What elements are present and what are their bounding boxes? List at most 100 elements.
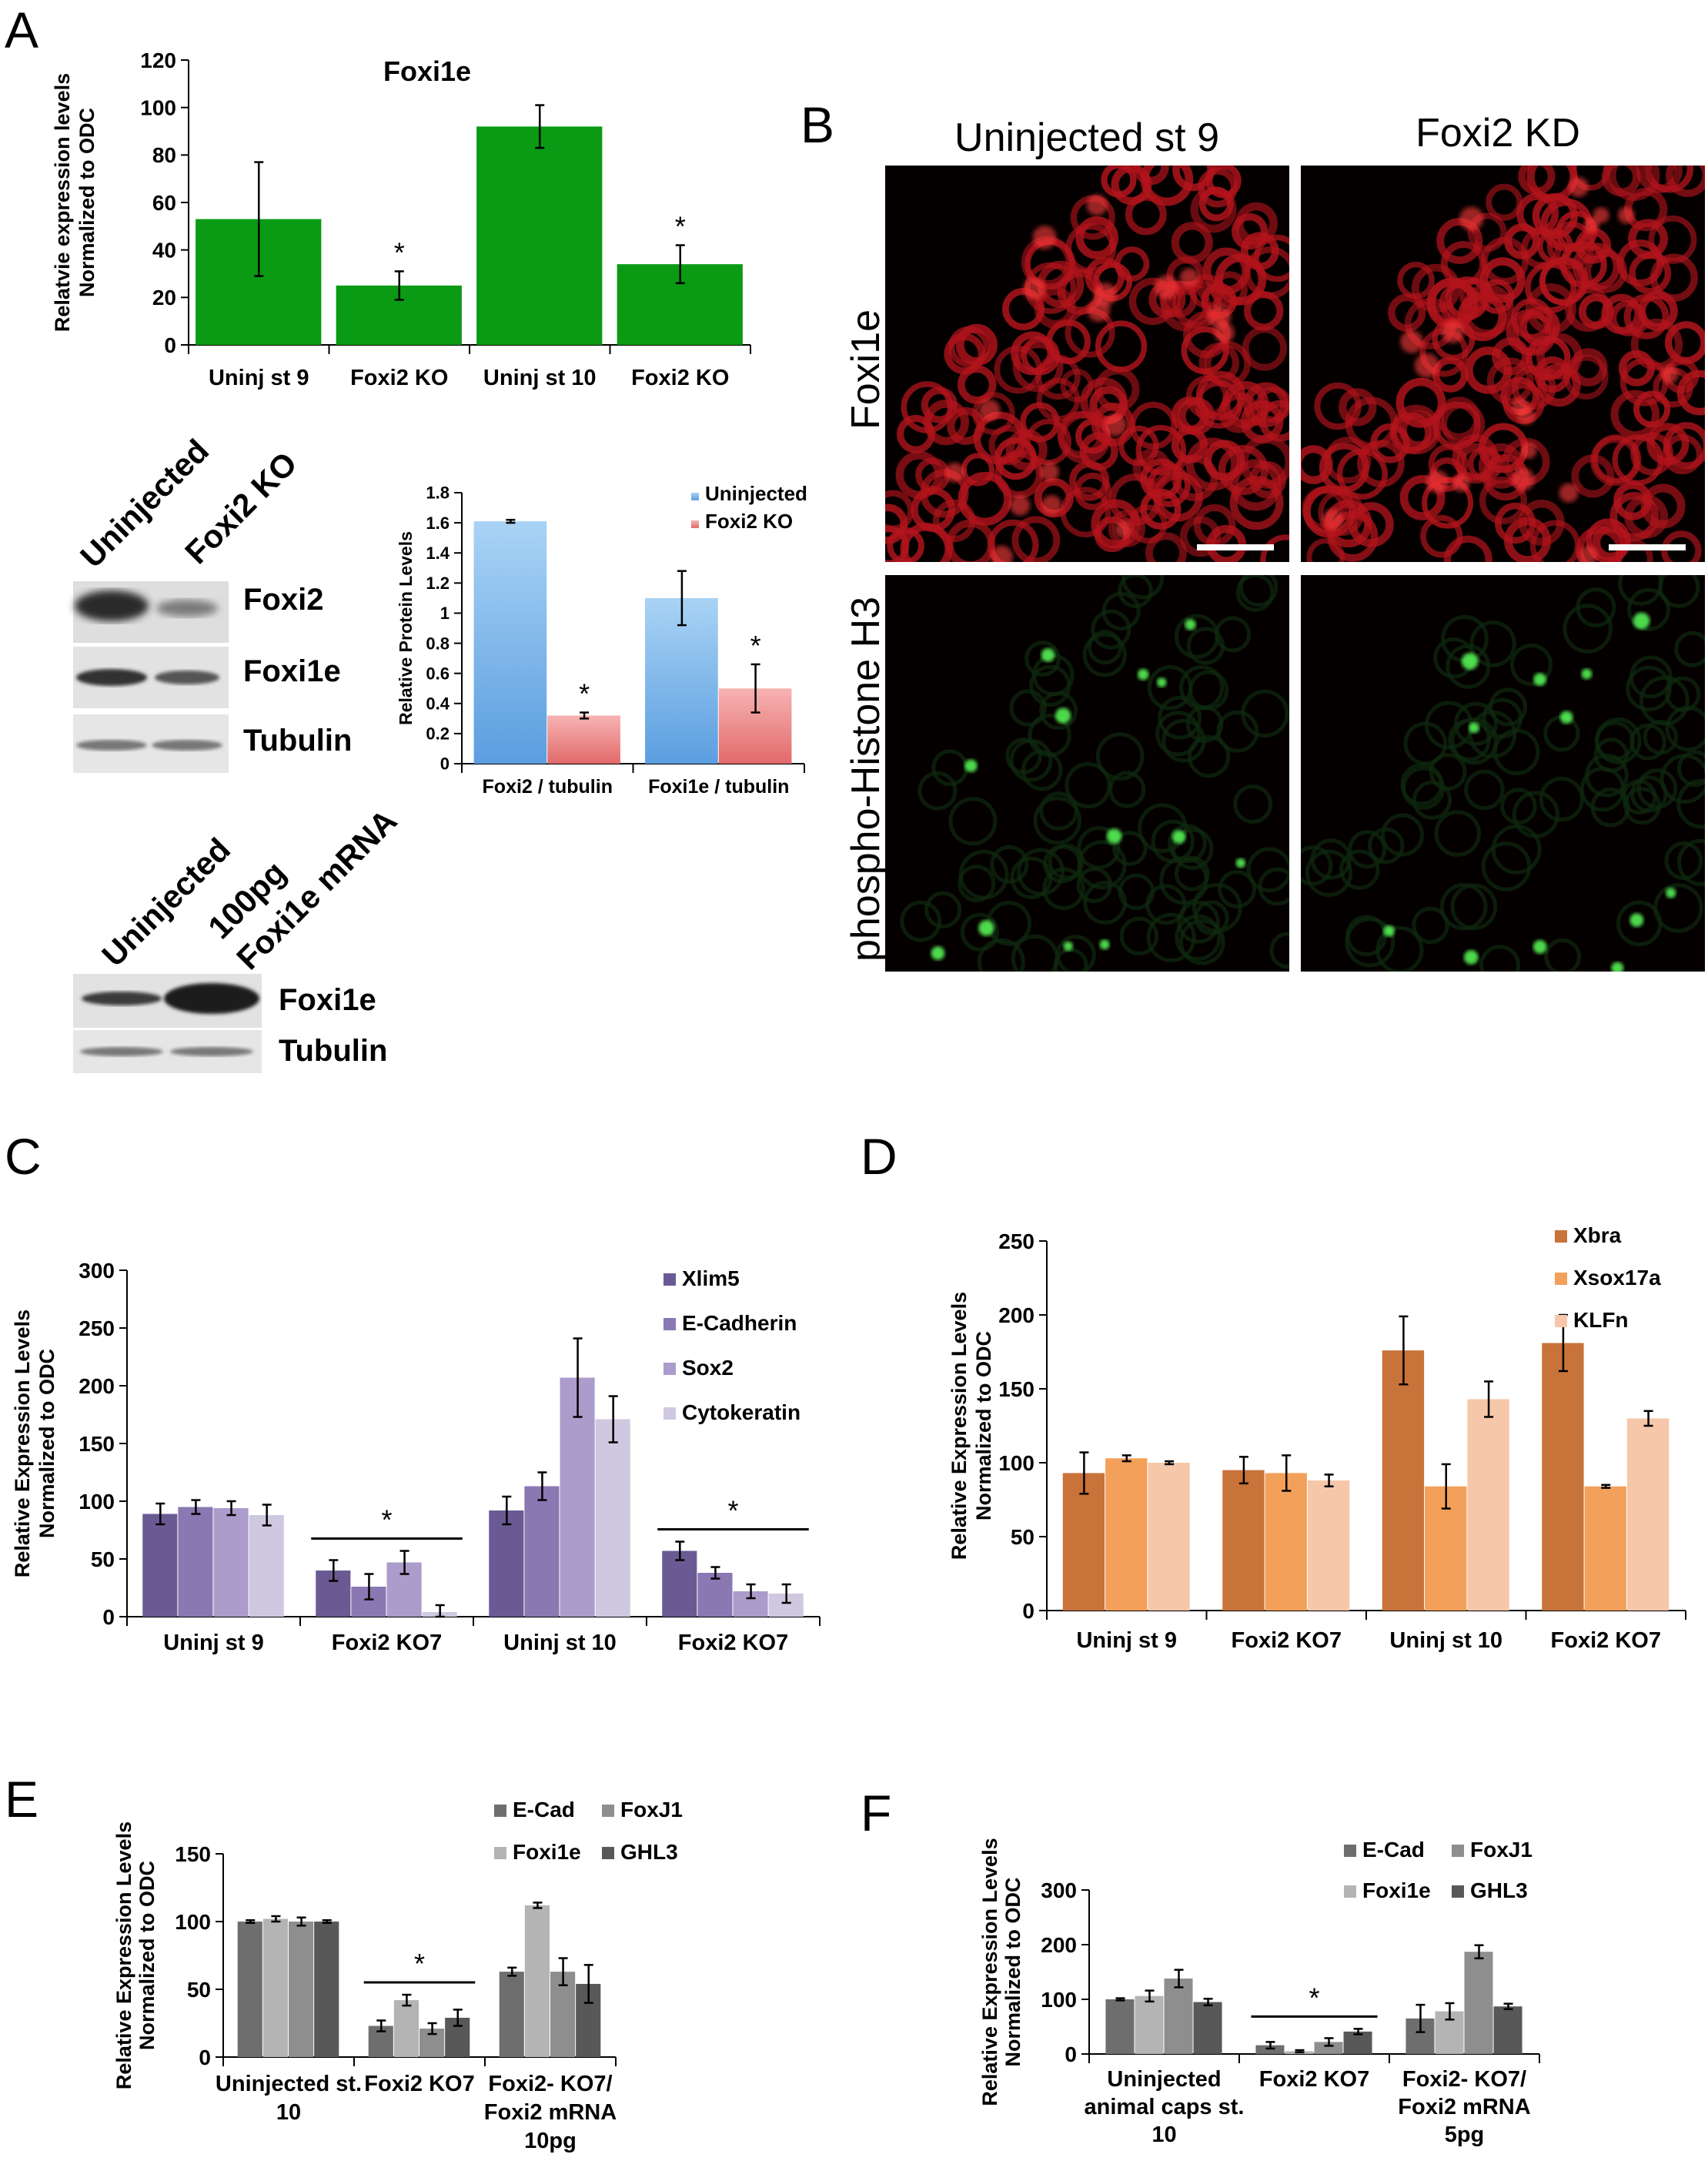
cell-signal bbox=[1486, 183, 1523, 221]
cell-outline bbox=[1108, 771, 1146, 808]
category-label: Foxi2 KO7 bbox=[364, 2072, 474, 2096]
bar bbox=[289, 1922, 314, 2057]
cell-outline bbox=[1048, 843, 1085, 880]
cell-signal bbox=[1637, 291, 1678, 332]
cell-outline bbox=[1434, 810, 1481, 857]
cell-signal bbox=[1519, 306, 1560, 347]
cell-outline bbox=[958, 849, 1009, 900]
y-tick-label: 150 bbox=[175, 1842, 211, 1866]
mitotic-cell bbox=[1185, 619, 1196, 631]
micrograph-col-title-foxi2-kd: Foxi2 KD bbox=[1416, 111, 1580, 156]
cell-signal-bright bbox=[1093, 283, 1117, 306]
y-tick-label: 1.6 bbox=[426, 513, 450, 533]
cell-signal bbox=[1074, 472, 1112, 510]
cell-signal bbox=[1193, 503, 1236, 547]
y-tick-label: 100 bbox=[79, 1490, 115, 1514]
y-tick-label: 0.6 bbox=[426, 664, 450, 683]
cell-signal-bright bbox=[1660, 365, 1679, 383]
cell-outline bbox=[1171, 828, 1214, 870]
mitotic-cell bbox=[1041, 648, 1055, 662]
cell-outline bbox=[1674, 631, 1705, 667]
y-tick-label: 0.4 bbox=[426, 694, 450, 713]
mitotic-cell bbox=[1106, 828, 1122, 844]
mitotic-cell bbox=[1633, 612, 1650, 630]
bar bbox=[499, 1972, 524, 2057]
cell-outline bbox=[1412, 780, 1452, 820]
blot2-lane-uninjected: Uninjected bbox=[95, 831, 237, 973]
cell-outline bbox=[1188, 670, 1229, 711]
cell-signal bbox=[1145, 532, 1187, 562]
blot1-label-foxi2: Foxi2 bbox=[243, 583, 323, 617]
cell-signal-bright bbox=[1426, 470, 1449, 493]
cell-outline bbox=[977, 938, 1025, 972]
cell-signal bbox=[1185, 437, 1239, 491]
cell-signal bbox=[1395, 377, 1446, 428]
cell-signal bbox=[1628, 219, 1668, 259]
micrograph-content bbox=[900, 575, 1289, 972]
y-axis-label: Normalized to ODC bbox=[1001, 1877, 1024, 2066]
cell-signal bbox=[1481, 236, 1529, 285]
cell-signal bbox=[1615, 539, 1653, 562]
category-label: Foxi2 KO bbox=[350, 366, 448, 390]
y-tick-label: 0 bbox=[440, 754, 450, 774]
cell-signal-bright bbox=[1023, 277, 1046, 300]
bar bbox=[262, 1918, 288, 2057]
cell-signal bbox=[1132, 449, 1172, 487]
legend-swatch bbox=[691, 493, 699, 500]
legend-swatch bbox=[1344, 1845, 1356, 1857]
bar bbox=[662, 1550, 697, 1617]
legend-swatch bbox=[602, 1847, 614, 1859]
cell-outline bbox=[1482, 697, 1522, 739]
chart-a2-protein-levels: 0 0.2 0.4 0.6 0.8 1 1.2 1.4 1.6 1.8 * * Foxi2 / tubu… bbox=[396, 482, 807, 798]
cell-outline bbox=[1177, 900, 1220, 944]
cell-signal bbox=[1135, 425, 1187, 476]
blot1-label-foxi1e: Foxi1e bbox=[243, 654, 341, 688]
cell-outline bbox=[1626, 665, 1672, 712]
cell-signal bbox=[1181, 326, 1229, 375]
significance-star: * bbox=[579, 678, 590, 710]
y-tick-label: 0.8 bbox=[426, 634, 450, 653]
cell-signal-bright bbox=[1618, 206, 1635, 224]
cell-outline bbox=[948, 797, 998, 846]
cell-signal bbox=[1243, 382, 1289, 428]
legend-label: E-Cad bbox=[1362, 1838, 1425, 1862]
cell-outline bbox=[958, 865, 996, 903]
cell-outline bbox=[1618, 575, 1663, 606]
cell-signal bbox=[1005, 429, 1048, 471]
bar bbox=[1464, 1952, 1493, 2054]
cell-signal bbox=[1666, 166, 1705, 197]
cell-outline bbox=[1091, 609, 1131, 650]
chart-c-ectoderm-markers: 0 50 100 150 200 250 300 * * Uninj st 9 Foxi2 KO7 U… bbox=[11, 1259, 821, 1655]
y-axis-label: Normalized to ODC bbox=[972, 1331, 995, 1520]
cell-signal-bright bbox=[1322, 509, 1344, 530]
cell-outline bbox=[1269, 932, 1289, 969]
legend-swatch bbox=[1555, 1273, 1567, 1285]
cell-signal bbox=[1436, 218, 1483, 264]
cell-signal-bright bbox=[1459, 206, 1484, 231]
cell-signal bbox=[1242, 326, 1287, 371]
cell-signal bbox=[1495, 502, 1536, 544]
cell-outline bbox=[1469, 621, 1516, 667]
cell-signal-bright bbox=[1032, 226, 1057, 249]
cell-outline bbox=[1639, 675, 1690, 726]
legend-label: GHL3 bbox=[1470, 1878, 1528, 1902]
cell-signal bbox=[1648, 215, 1697, 264]
micrograph-panel-b: Uninjected st 9 Foxi2 KD Foxi1e phospho-… bbox=[844, 111, 1705, 972]
category-label: Foxi2 / tubulin bbox=[483, 776, 613, 798]
cell-outline bbox=[1593, 738, 1629, 773]
cell-signal bbox=[1239, 435, 1289, 489]
blot1-foxi1e-band-lane1 bbox=[76, 669, 147, 686]
cell-signal-bright bbox=[1452, 474, 1470, 493]
mitotic-cell bbox=[1581, 668, 1593, 680]
cell-signal-bright bbox=[1086, 194, 1108, 216]
cell-outline bbox=[1629, 723, 1667, 761]
y-tick-label: 100 bbox=[175, 1910, 211, 1934]
scale-bar-1 bbox=[1197, 544, 1274, 550]
bar bbox=[1062, 1473, 1105, 1611]
category-label: Uninj st 10 bbox=[483, 366, 597, 390]
cell-signal bbox=[1492, 337, 1530, 376]
cell-signal bbox=[1260, 534, 1289, 562]
category-label: Foxi2 mRNA bbox=[1398, 2095, 1530, 2119]
mitotic-cell bbox=[1469, 722, 1479, 734]
category-label: Foxi2 KO7 bbox=[678, 1631, 788, 1655]
